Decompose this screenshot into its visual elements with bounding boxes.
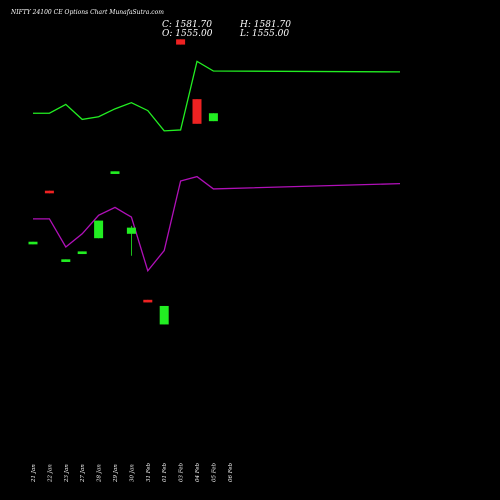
candle — [44, 190, 54, 194]
candle — [28, 241, 38, 245]
candle — [77, 251, 87, 255]
candle — [126, 225, 136, 256]
candle — [110, 171, 120, 174]
indicator-lines — [33, 60, 401, 273]
candle-body — [126, 227, 136, 234]
low-readout: L: 1555.00 — [240, 29, 290, 39]
candle — [176, 39, 186, 45]
candle-body — [176, 39, 186, 45]
candle-body — [28, 241, 38, 245]
x-axis-ticks: 21 Jan 22 Jan 23 Jan 27 Jan 28 Jan 29 Jan 30 J… — [31, 462, 234, 483]
candles — [28, 39, 218, 325]
candle-body — [208, 113, 218, 122]
x-tick-label: 29 Jan — [113, 464, 119, 483]
candle-body — [77, 251, 87, 255]
x-tick-label: 23 Jan — [64, 464, 70, 483]
candle — [143, 299, 153, 303]
chart-title: NIFTY 24100 CE Options Chart MunafaSutra… — [11, 9, 164, 16]
x-tick-label: 30 Jan — [129, 464, 135, 482]
candle-body — [159, 305, 169, 325]
x-tick-label: 03 Feb — [179, 462, 185, 482]
candle — [159, 305, 169, 325]
x-tick-label: 06 Feb — [228, 462, 234, 482]
series-line-2 — [33, 175, 401, 273]
candle-body — [94, 220, 104, 239]
candle — [61, 259, 71, 262]
x-tick-label: 31 Feb — [146, 462, 152, 482]
x-tick-label: 22 Jan — [47, 464, 53, 483]
candle-body — [110, 171, 120, 174]
close-readout: C: 1581.70 — [162, 20, 212, 30]
candle-body — [192, 99, 202, 124]
candle-body — [44, 190, 54, 194]
candle — [192, 99, 202, 124]
candle — [94, 220, 104, 239]
x-tick-label: 21 Jan — [31, 464, 37, 483]
candle-body — [143, 299, 153, 303]
open-readout: O: 1555.00 — [162, 29, 213, 39]
candle-body — [61, 259, 71, 262]
x-tick-label: 28 Jan — [97, 464, 103, 483]
x-tick-label: 27 Jan — [80, 464, 86, 483]
series-line-1 — [33, 60, 401, 132]
candle — [208, 113, 218, 122]
x-tick-label: 05 Feb — [211, 462, 217, 482]
high-readout: H: 1581.70 — [240, 20, 291, 30]
x-tick-label: 04 Feb — [195, 462, 201, 482]
x-tick-label: 01 Feb — [162, 462, 168, 482]
